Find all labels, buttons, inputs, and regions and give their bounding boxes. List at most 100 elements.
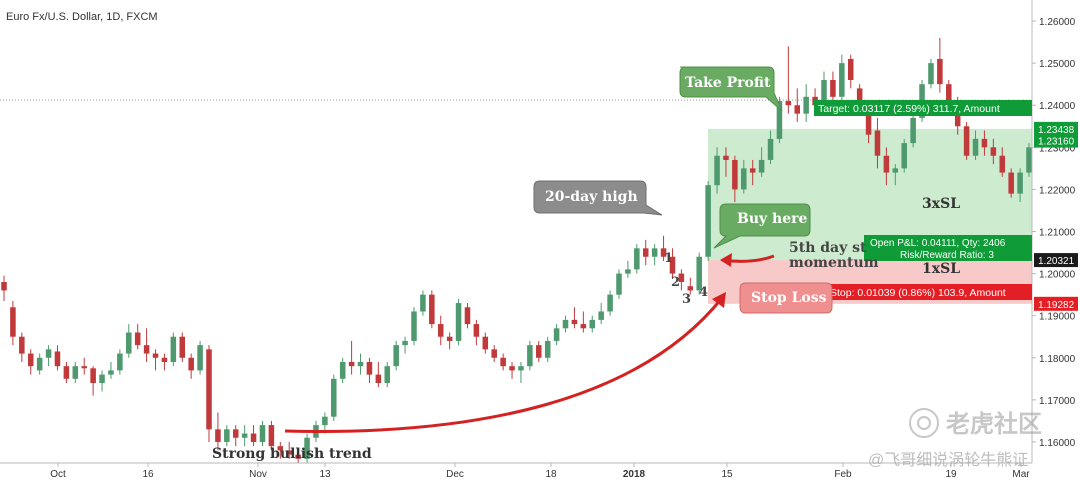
candle: [678, 269, 685, 291]
candle: [687, 277, 694, 295]
price-label: 1.23160: [1038, 137, 1075, 148]
price-label-bg: [1034, 133, 1078, 148]
callout-buy-here-text: Buy here: [737, 211, 807, 227]
candle: [268, 420, 275, 451]
candle-body: [830, 79, 836, 97]
ratio-1x-label: 1xSL: [922, 261, 960, 277]
candle-body: [660, 248, 667, 257]
candle-body: [937, 58, 943, 85]
callout-stop-loss-text: Stop Loss: [751, 290, 827, 306]
y-tick-label: 1.23000: [1039, 143, 1076, 154]
callout-stop-loss: Stop Loss: [739, 282, 833, 314]
chart-title: Euro Fx/U.S. Dollar, 1D, FXCM: [6, 11, 158, 23]
candle-body: [27, 353, 34, 367]
candle-body: [874, 130, 881, 156]
watermark: 老虎社区: [909, 408, 1042, 438]
candle-body: [758, 159, 765, 173]
candle-body: [455, 303, 462, 341]
candle: [295, 450, 301, 463]
candle: [10, 300, 16, 346]
candle-body: [741, 168, 747, 190]
candle: [224, 425, 230, 447]
candle: [179, 332, 186, 362]
candle-body: [928, 63, 934, 85]
candle-body: [170, 336, 177, 362]
candle: [1017, 168, 1023, 203]
candle: [705, 180, 711, 261]
candle: [847, 54, 854, 89]
candle: [482, 332, 489, 354]
target-label-bg: [814, 100, 1032, 116]
callout-20-day-high: 20-day high: [533, 180, 663, 216]
candle-body: [634, 248, 640, 270]
trend-arrowhead: [712, 292, 726, 308]
candle: [473, 319, 480, 346]
candle: [339, 357, 346, 384]
candle: [197, 340, 203, 375]
candle-body: [910, 117, 916, 144]
entry-label-bg: [864, 235, 1032, 261]
candle: [54, 345, 61, 371]
candle-body: [482, 336, 489, 350]
target-label-text: Target: 0.03117 (2.59%) 311.7, Amount: [818, 103, 1000, 115]
candle-body: [54, 351, 61, 367]
candle-body: [331, 378, 337, 417]
candle: [286, 441, 292, 459]
candle-body: [963, 126, 970, 156]
candles: [1, 37, 1032, 463]
candle: [45, 345, 52, 367]
candle: [152, 349, 159, 371]
entry-label: Open P&L: 0.04111, Qty: 2406 Risk/Reward…: [864, 235, 1032, 261]
candle-body: [1017, 172, 1023, 194]
candle-body: [411, 311, 417, 341]
candle: [937, 37, 943, 93]
candle: [758, 147, 765, 177]
price-axis: 1.26000 1.25000 1.24000 1.23000 1.22000 1.210…: [1032, 17, 1076, 449]
candle-body: [152, 353, 159, 358]
callout-buy-here: Buy here: [713, 203, 811, 249]
watermark-logo-icon: [909, 408, 939, 438]
y-tick-label: 1.20000: [1039, 270, 1076, 281]
candle: [161, 353, 168, 371]
target-label: Target: 0.03117 (2.59%) 311.7, Amount: [814, 100, 1032, 116]
callout-20-day-high-text: 20-day high: [545, 189, 638, 205]
candle-body: [1026, 147, 1032, 173]
candle-body: [366, 361, 373, 375]
candle-body: [224, 429, 230, 442]
candle-body: [72, 366, 79, 379]
candle-body: [990, 147, 997, 156]
candle-body: [642, 248, 649, 257]
candle-body: [678, 273, 685, 283]
candle: [785, 46, 792, 114]
candle: [446, 332, 453, 350]
x-tick-label: 16: [142, 469, 154, 480]
candle-body: [785, 101, 792, 106]
candle-body: [865, 109, 872, 135]
candle: [767, 130, 774, 165]
candle: [232, 425, 239, 447]
y-tick-label: 1.26000: [1039, 17, 1076, 28]
candle-body: [339, 361, 346, 379]
candle-body: [45, 349, 52, 358]
candle: [500, 353, 506, 371]
y-tick-label: 1.16000: [1039, 438, 1076, 449]
candle-body: [90, 368, 96, 384]
candle-body: [580, 324, 587, 329]
callout-stop-loss-bubble: [739, 282, 833, 314]
candle-body: [821, 79, 827, 106]
candle-body: [1, 282, 7, 291]
candle: [206, 345, 212, 442]
candle-body: [625, 269, 631, 274]
price-label-bg: [1034, 296, 1078, 311]
candle: [749, 159, 756, 186]
candle-body: [518, 366, 524, 371]
candle: [36, 353, 43, 375]
candle: [928, 58, 934, 89]
stop-label-text: Stop: 0.01039 (0.86%) 103.9, Amount: [830, 287, 1006, 299]
candle-body: [562, 319, 569, 329]
candle-body: [856, 88, 863, 106]
candle-body: [420, 294, 426, 312]
candle: [874, 117, 881, 169]
candle: [27, 349, 34, 375]
candle: [669, 248, 676, 278]
